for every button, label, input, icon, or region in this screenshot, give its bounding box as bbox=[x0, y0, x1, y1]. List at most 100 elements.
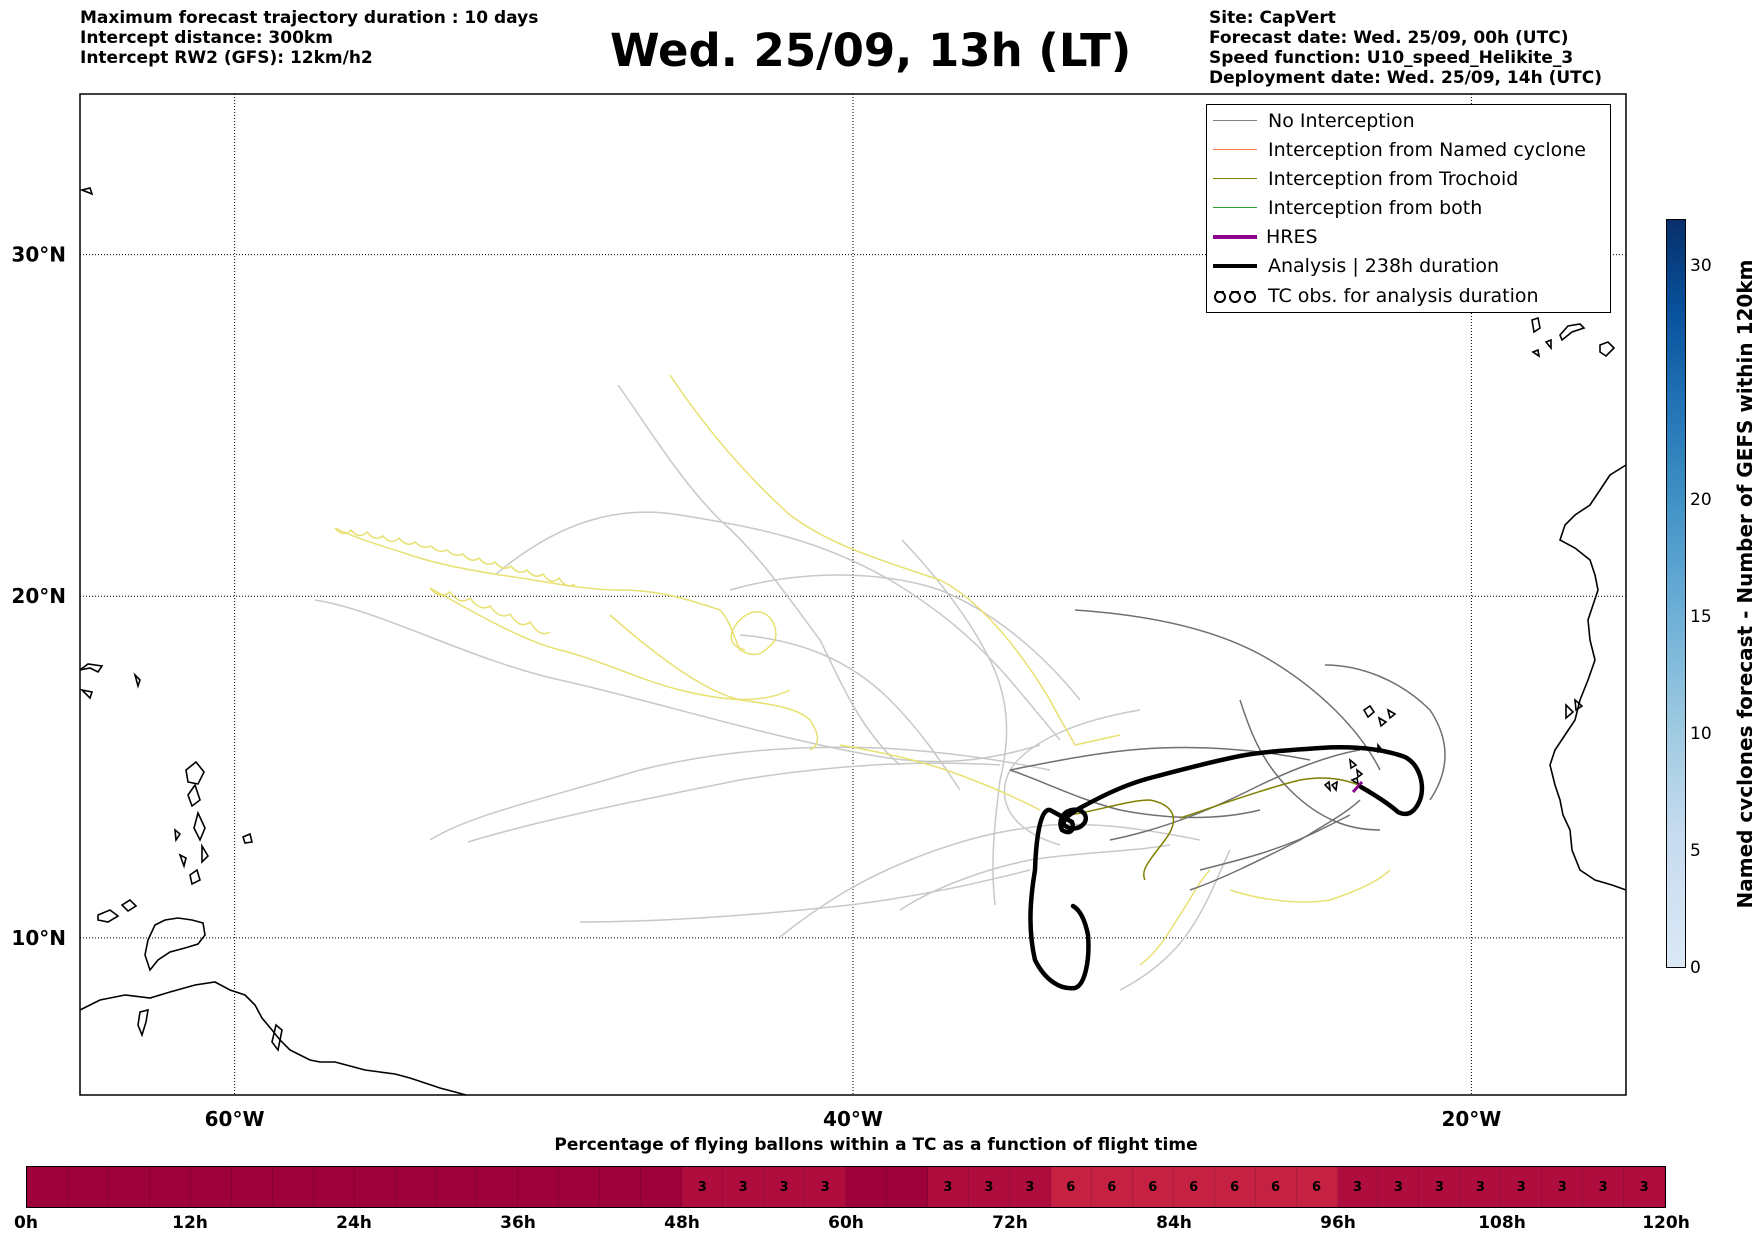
flight-time-cell bbox=[887, 1167, 928, 1207]
legend-label-named-cyclone: Interception from Named cyclone bbox=[1268, 139, 1586, 161]
header-info-left: Maximum forecast trajectory duration : 1… bbox=[80, 8, 538, 68]
legend-swatch-analysis bbox=[1213, 264, 1257, 268]
speed-function-text: Speed function: U10_speed_Helikite_3 bbox=[1209, 48, 1574, 68]
flight-time-cell bbox=[559, 1167, 601, 1207]
flight-time-cell bbox=[477, 1167, 519, 1207]
flight-time-cell bbox=[272, 1167, 314, 1207]
colorbar-tick-label: 30 bbox=[1690, 255, 1712, 276]
trajectory-analysis bbox=[1028, 745, 1425, 991]
flight-time-cell: 3 bbox=[1419, 1167, 1461, 1207]
legend-item-hres: HRES bbox=[1207, 224, 1610, 250]
flight-time-cell: 3 bbox=[1460, 1167, 1502, 1207]
legend-label-hres: HRES bbox=[1266, 226, 1318, 248]
flight-time-label: 120h bbox=[1642, 1213, 1690, 1233]
colorbar-tick-label: 5 bbox=[1690, 840, 1701, 861]
flight-time-cell: 6 bbox=[1091, 1167, 1133, 1207]
flight-time-cell bbox=[231, 1167, 273, 1207]
latitude-labels: 30°N 20°N 10°N bbox=[11, 243, 66, 950]
tc-symbol-icon bbox=[1214, 291, 1256, 303]
coastlines bbox=[79, 187, 1627, 1096]
flight-time-label: 84h bbox=[1156, 1213, 1192, 1233]
legend-item-named-cyclone: Interception from Named cyclone bbox=[1207, 137, 1610, 163]
forecast-date-text: Forecast date: Wed. 25/09, 00h (UTC) bbox=[1209, 28, 1569, 48]
header-info-right: Site: CapVert Forecast date: Wed. 25/09,… bbox=[1209, 8, 1602, 88]
flight-time-label: 72h bbox=[992, 1213, 1028, 1233]
map-frame bbox=[79, 93, 1627, 1096]
longitude-labels: 60°W 40°W 20°W bbox=[205, 1107, 1502, 1131]
flight-time-cell bbox=[313, 1167, 355, 1207]
trajectories-no-interception-dark bbox=[1009, 609, 1446, 891]
lat-label: 10°N bbox=[11, 926, 66, 950]
legend-item-tc-obs: TC obs. for analysis duration bbox=[1207, 283, 1610, 309]
flight-time-cell: 6 bbox=[1173, 1167, 1215, 1207]
legend-label-no-interception: No Interception bbox=[1268, 110, 1415, 132]
flight-time-cell: 3 bbox=[927, 1167, 969, 1207]
flight-time-cell: 3 bbox=[764, 1167, 806, 1207]
flight-time-label: 48h bbox=[664, 1213, 700, 1233]
lon-label: 40°W bbox=[823, 1107, 883, 1131]
flight-time-cell bbox=[395, 1167, 437, 1207]
flight-time-cell bbox=[641, 1167, 683, 1207]
legend-label-analysis: Analysis | 238h duration bbox=[1268, 255, 1500, 277]
trajectory-hres bbox=[1351, 780, 1364, 794]
legend-label-tc-obs: TC obs. for analysis duration bbox=[1268, 285, 1539, 307]
legend-item-trochoid: Interception from Trochoid bbox=[1207, 166, 1610, 192]
trajectories-trochoid-light bbox=[334, 374, 1391, 966]
legend-swatch-no-interception bbox=[1213, 120, 1257, 121]
flight-time-cell: 3 bbox=[723, 1167, 765, 1207]
flight-time-cell bbox=[354, 1167, 396, 1207]
map-gridlines bbox=[80, 94, 1626, 1095]
flight-time-cell bbox=[27, 1167, 68, 1207]
intercept-distance-text: Intercept distance: 300km bbox=[80, 28, 333, 48]
flight-time-cell: 3 bbox=[805, 1167, 847, 1207]
legend-swatch-named-cyclone bbox=[1213, 149, 1257, 150]
flight-time-cell: 3 bbox=[1624, 1167, 1666, 1207]
legend-swatch-both bbox=[1213, 207, 1257, 208]
flight-time-cell: 6 bbox=[1214, 1167, 1256, 1207]
flight-time-cell: 3 bbox=[1583, 1167, 1625, 1207]
flight-time-cell: 3 bbox=[682, 1167, 724, 1207]
lon-label: 20°W bbox=[1441, 1107, 1501, 1131]
flight-time-label: 0h bbox=[14, 1213, 38, 1233]
flight-time-cell bbox=[436, 1167, 478, 1207]
flight-time-cell bbox=[149, 1167, 191, 1207]
flight-time-cell: 6 bbox=[1050, 1167, 1092, 1207]
flight-time-cell: 6 bbox=[1255, 1167, 1297, 1207]
colorbar-tick-label: 0 bbox=[1690, 958, 1701, 978]
colorbar-tick-label: 20 bbox=[1690, 489, 1712, 510]
lat-label: 30°N bbox=[11, 243, 66, 267]
lon-label: 60°W bbox=[205, 1107, 265, 1131]
flight-time-cell: 3 bbox=[968, 1167, 1010, 1207]
page-title: Wed. 25/09, 13h (LT) bbox=[610, 24, 1132, 77]
flight-time-cell: 6 bbox=[1132, 1167, 1174, 1207]
legend-swatch-hres bbox=[1213, 235, 1257, 239]
flight-time-label: 24h bbox=[336, 1213, 372, 1233]
colorbar-tick-label: 15 bbox=[1690, 606, 1712, 627]
flight-time-cell: 3 bbox=[1501, 1167, 1543, 1207]
colorbar-label: Named cyclones forecast - Number of GEFS… bbox=[1733, 259, 1752, 909]
colorbar-tick-label: 10 bbox=[1690, 723, 1712, 744]
cyclone-colorbar bbox=[1666, 219, 1686, 968]
flight-time-cell bbox=[67, 1167, 109, 1207]
site-text: Site: CapVert bbox=[1209, 8, 1336, 28]
flight-time-cell bbox=[190, 1167, 232, 1207]
max-duration-text: Maximum forecast trajectory duration : 1… bbox=[80, 8, 539, 28]
legend-swatch-trochoid bbox=[1213, 178, 1257, 179]
legend-item-no-interception: No Interception bbox=[1207, 108, 1610, 134]
legend-item-analysis: Analysis | 238h duration bbox=[1207, 253, 1610, 279]
flight-time-label: 60h bbox=[828, 1213, 864, 1233]
lat-label: 20°N bbox=[11, 584, 66, 608]
flight-time-cell: 3 bbox=[1542, 1167, 1584, 1207]
flight-time-label: 96h bbox=[1320, 1213, 1356, 1233]
flight-time-cell bbox=[600, 1167, 642, 1207]
legend-item-both: Interception from both bbox=[1207, 195, 1610, 221]
flight-time-cell bbox=[518, 1167, 560, 1207]
flight-time-cell: 3 bbox=[1337, 1167, 1379, 1207]
map-legend: No Interception Interception from Named … bbox=[1206, 104, 1611, 313]
flight-time-cell bbox=[846, 1167, 888, 1207]
legend-label-trochoid: Interception from Trochoid bbox=[1268, 168, 1519, 190]
flight-time-cell: 6 bbox=[1296, 1167, 1338, 1207]
flight-time-cell bbox=[108, 1167, 150, 1207]
legend-label-both: Interception from both bbox=[1268, 197, 1483, 219]
